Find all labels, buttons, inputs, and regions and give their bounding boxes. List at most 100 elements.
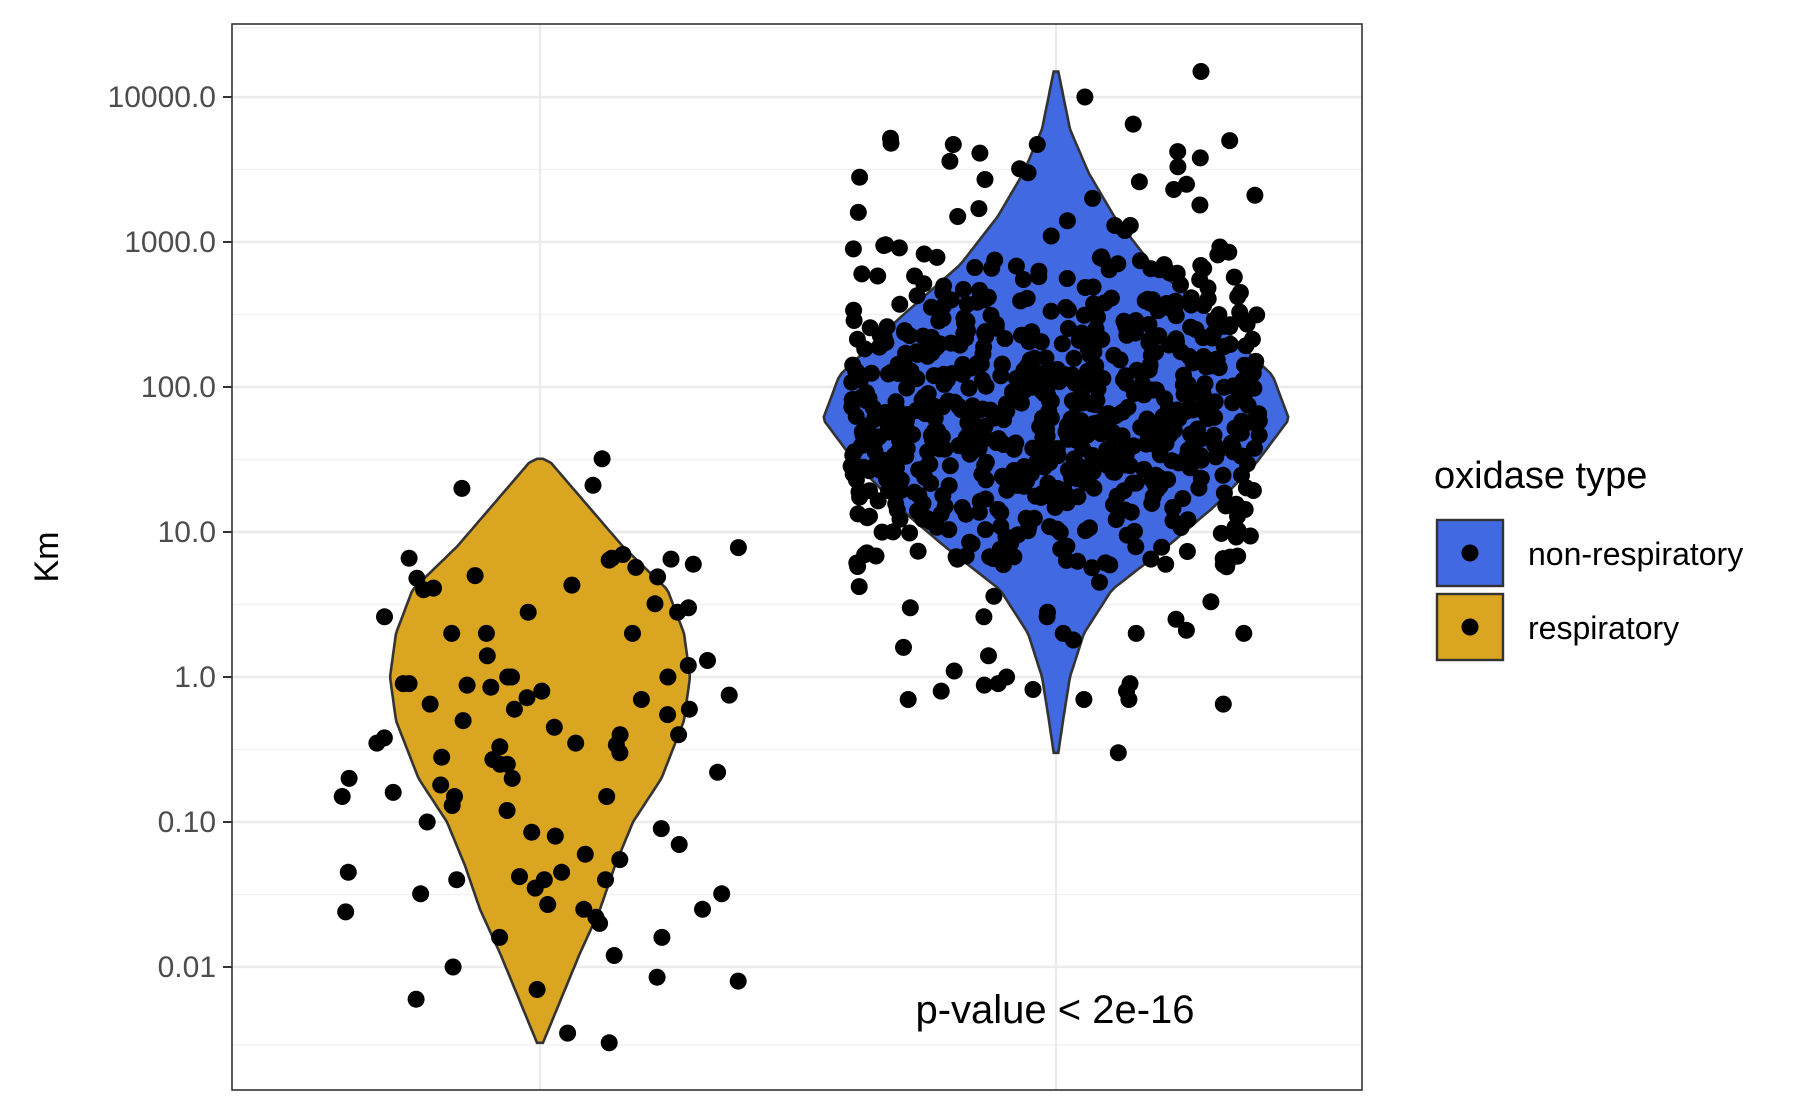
data-point-non-respiratory xyxy=(1018,358,1036,376)
y-tick-label: 10000.0 xyxy=(108,81,216,114)
data-point-non-respiratory xyxy=(954,281,972,298)
data-point-respiratory xyxy=(627,558,645,576)
data-point-non-respiratory xyxy=(928,248,946,266)
data-point-non-respiratory xyxy=(1221,335,1239,353)
data-point-respiratory xyxy=(611,744,629,762)
data-point-non-respiratory xyxy=(982,307,1000,324)
data-point-respiratory xyxy=(498,802,516,819)
data-point-respiratory xyxy=(563,576,581,594)
data-point-non-respiratory xyxy=(1007,257,1025,275)
data-point-non-respiratory xyxy=(949,208,967,225)
data-point-non-respiratory xyxy=(977,471,995,489)
data-point-non-respiratory xyxy=(1140,316,1158,333)
data-point-respiratory xyxy=(546,827,564,845)
data-point-respiratory xyxy=(503,668,520,686)
data-point-non-respiratory xyxy=(847,407,865,425)
data-point-non-respiratory xyxy=(970,438,988,456)
data-point-non-respiratory xyxy=(1109,744,1127,762)
data-point-respiratory xyxy=(614,546,632,563)
data-point-non-respiratory xyxy=(993,355,1011,373)
y-tick-label: 10.0 xyxy=(158,516,216,549)
data-point-non-respiratory xyxy=(957,547,975,565)
data-point-non-respiratory xyxy=(1142,550,1160,568)
data-point-non-respiratory xyxy=(1191,196,1209,214)
data-point-non-respiratory xyxy=(851,168,869,186)
data-point-non-respiratory xyxy=(985,587,1003,605)
data-point-non-respiratory xyxy=(887,393,905,411)
data-point-non-respiratory xyxy=(1085,357,1103,375)
data-point-respiratory xyxy=(567,734,585,752)
y-tick-label: 0.10 xyxy=(158,806,216,839)
data-point-non-respiratory xyxy=(976,521,994,539)
data-point-non-respiratory xyxy=(1210,306,1228,324)
data-point-respiratory xyxy=(384,783,402,801)
data-point-non-respiratory xyxy=(1177,621,1195,639)
data-point-non-respiratory xyxy=(940,477,958,495)
data-point-respiratory xyxy=(597,871,614,889)
data-point-non-respiratory xyxy=(1181,399,1199,416)
data-point-non-respiratory xyxy=(845,443,863,461)
data-point-respiratory xyxy=(498,755,516,773)
data-point-non-respiratory xyxy=(1073,467,1091,485)
data-point-non-respiratory xyxy=(1054,624,1072,642)
data-point-non-respiratory xyxy=(1084,189,1102,207)
data-point-respiratory xyxy=(421,695,439,713)
data-point-respiratory xyxy=(503,769,521,787)
data-point-non-respiratory xyxy=(844,356,862,374)
data-point-non-respiratory xyxy=(966,259,984,276)
y-tick-label: 1000.0 xyxy=(124,226,216,259)
p-value-annotation: p-value < 2e-16 xyxy=(915,988,1194,1032)
data-point-non-respiratory xyxy=(1231,284,1249,301)
data-point-non-respiratory xyxy=(1042,302,1060,320)
data-point-respiratory xyxy=(478,647,496,665)
data-point-non-respiratory xyxy=(1124,474,1142,492)
legend-dot-respiratory xyxy=(1461,618,1479,636)
data-point-non-respiratory xyxy=(1058,551,1075,569)
data-point-non-respiratory xyxy=(1027,487,1045,505)
data-point-non-respiratory xyxy=(977,490,995,508)
violin-respiratory xyxy=(388,457,692,1045)
data-point-non-respiratory xyxy=(1227,528,1245,546)
data-point-respiratory xyxy=(337,903,355,921)
data-point-non-respiratory xyxy=(1169,143,1187,161)
data-point-non-respiratory xyxy=(1036,385,1054,403)
y-tick-label: 100.0 xyxy=(141,371,216,404)
data-point-non-respiratory xyxy=(998,668,1016,686)
legend-label-respiratory: respiratory xyxy=(1528,610,1679,646)
data-point-non-respiratory xyxy=(996,330,1014,348)
data-point-non-respiratory xyxy=(971,144,989,162)
data-point-non-respiratory xyxy=(941,457,959,475)
data-point-non-respiratory xyxy=(1142,346,1160,364)
data-point-non-respiratory xyxy=(1169,158,1187,176)
data-point-non-respiratory xyxy=(1155,256,1173,274)
data-point-non-respiratory xyxy=(960,379,978,397)
data-point-non-respiratory xyxy=(850,578,868,596)
data-point-non-respiratory xyxy=(1103,423,1121,441)
data-point-non-respiratory xyxy=(884,418,902,436)
data-point-non-respiratory xyxy=(1226,419,1244,437)
data-point-respiratory xyxy=(400,549,418,567)
data-point-non-respiratory xyxy=(1142,260,1160,278)
data-point-non-respiratory xyxy=(992,518,1010,535)
data-point-respiratory xyxy=(729,539,747,557)
data-point-non-respiratory xyxy=(1225,268,1243,286)
data-point-respiratory xyxy=(605,947,623,964)
data-point-non-respiratory xyxy=(1060,488,1078,506)
data-point-non-respiratory xyxy=(1235,624,1253,642)
data-point-non-respiratory xyxy=(1182,289,1200,307)
data-point-non-respiratory xyxy=(853,265,871,283)
data-point-non-respiratory xyxy=(1238,455,1256,473)
data-point-non-respiratory xyxy=(1212,524,1230,542)
data-point-non-respiratory xyxy=(1149,302,1167,320)
data-point-non-respiratory xyxy=(1214,695,1232,713)
data-point-respiratory xyxy=(611,851,629,869)
data-point-non-respiratory xyxy=(970,200,988,218)
data-point-non-respiratory xyxy=(1221,132,1239,150)
data-point-non-respiratory xyxy=(1089,380,1107,398)
data-point-non-respiratory xyxy=(1065,349,1083,367)
data-point-non-respiratory xyxy=(1194,329,1212,347)
data-point-respiratory xyxy=(670,726,688,744)
data-point-non-respiratory xyxy=(1050,373,1068,391)
data-point-non-respiratory xyxy=(1192,63,1210,80)
data-point-non-respiratory xyxy=(1229,547,1247,565)
